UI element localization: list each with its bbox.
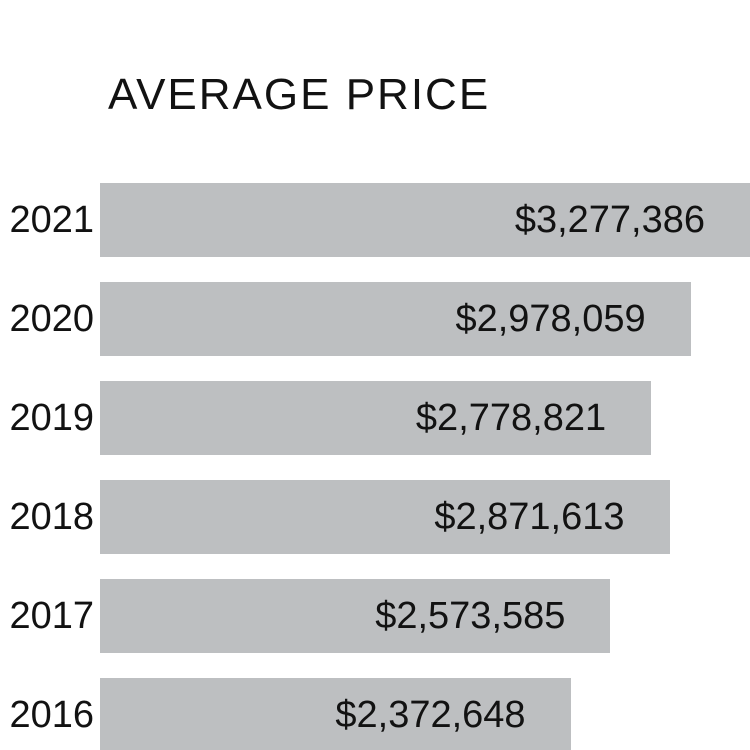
value-label-2018: $2,871,613 <box>434 495 625 538</box>
category-label-2017: 2017 <box>9 594 94 637</box>
category-label-2019: 2019 <box>9 396 94 439</box>
value-label-2020: $2,978,059 <box>455 297 646 340</box>
bar-2017: $2,573,585 <box>100 579 611 653</box>
chart-title: AVERAGE PRICE <box>108 70 491 119</box>
value-label-2017: $2,573,585 <box>375 594 566 637</box>
value-label-2019: $2,778,821 <box>415 396 607 439</box>
bar-2018: $2,871,613 <box>100 480 670 554</box>
category-label-2018: 2018 <box>9 495 94 538</box>
bar-chart-plot-area: 2021 $3,277,386 2020 $2,978,059 2019 $2,… <box>0 183 750 750</box>
bar-2021: $3,277,386 <box>100 183 750 257</box>
bar-row-2017: 2017 $2,573,585 <box>0 579 750 653</box>
bar-row-2020: 2020 $2,978,059 <box>0 282 750 356</box>
bar-2016: $2,372,648 <box>100 678 571 750</box>
value-label-2021: $3,277,386 <box>514 198 705 241</box>
bar-row-2016: 2016 $2,372,648 <box>0 678 750 750</box>
category-label-2020: 2020 <box>9 297 94 340</box>
bar-row-2021: 2021 $3,277,386 <box>0 183 750 257</box>
category-label-2021: 2021 <box>9 198 94 241</box>
value-label-2016: $2,372,648 <box>335 693 526 736</box>
bar-row-2018: 2018 $2,871,613 <box>0 480 750 554</box>
category-label-2016: 2016 <box>9 693 94 736</box>
bar-row-2019: 2019 $2,778,821 <box>0 381 750 455</box>
bar-2019: $2,778,821 <box>100 381 652 455</box>
bar-2020: $2,978,059 <box>100 282 691 356</box>
